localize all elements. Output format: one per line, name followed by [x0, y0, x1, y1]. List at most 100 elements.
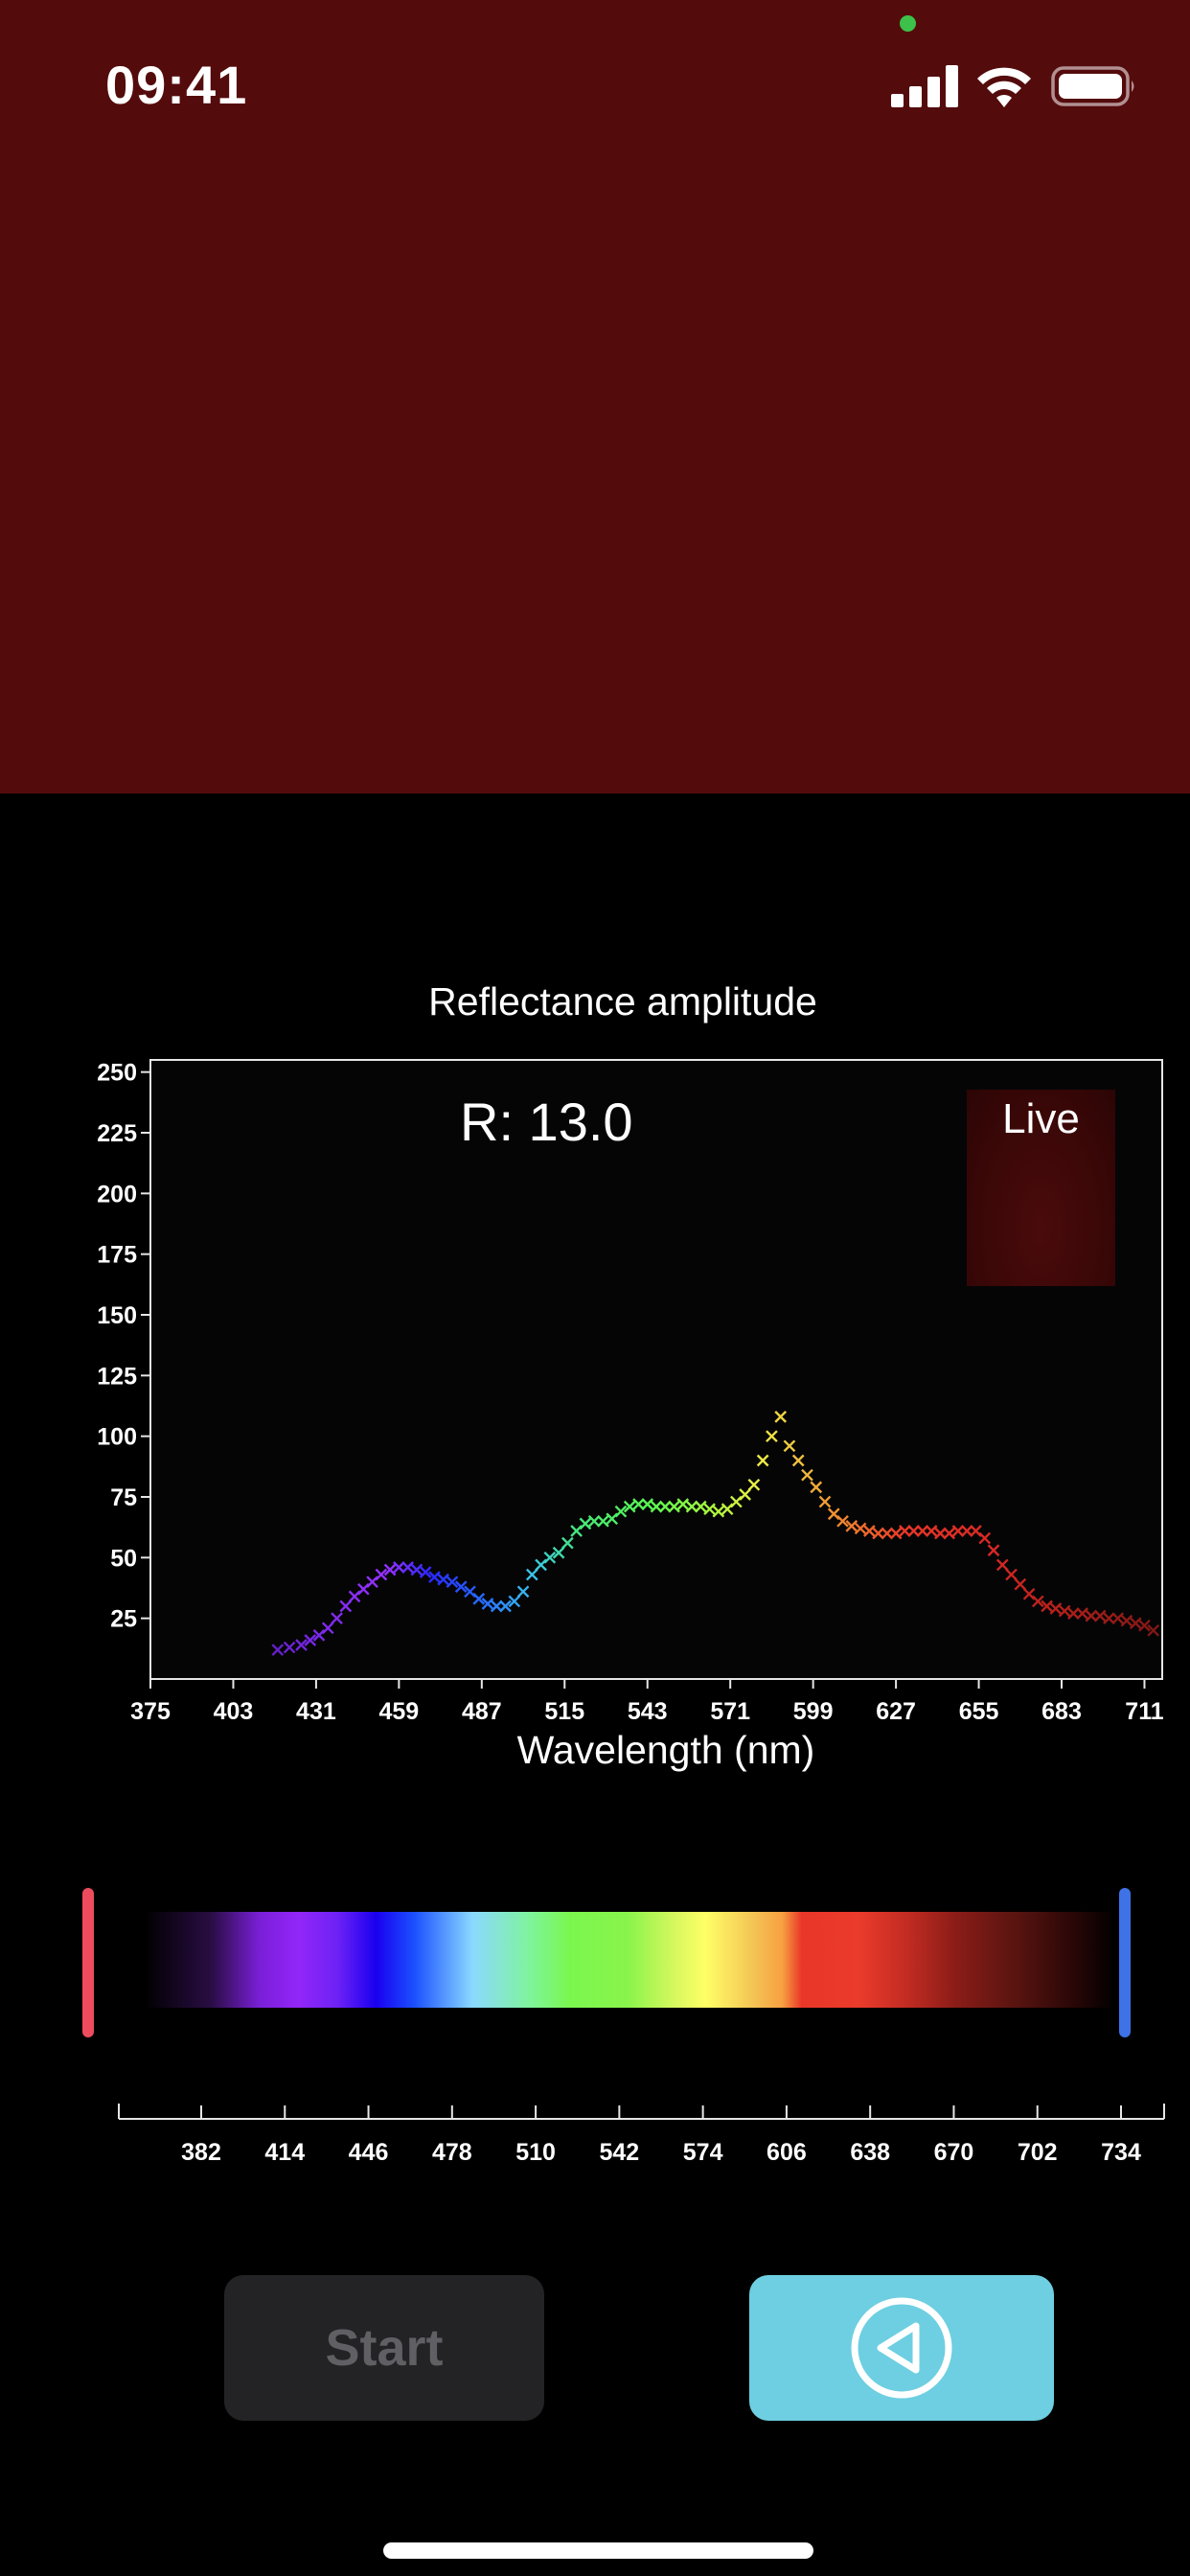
data-point — [1111, 1612, 1125, 1625]
data-point — [783, 1439, 796, 1453]
range-handle-left[interactable] — [82, 1888, 94, 2037]
data-point — [339, 1599, 353, 1613]
y-tick-label: 75 — [110, 1484, 137, 1511]
data-point — [747, 1478, 761, 1491]
data-point — [304, 1634, 317, 1646]
data-point — [481, 1598, 494, 1610]
data-point — [525, 1568, 538, 1581]
x-tick-label: 599 — [793, 1698, 834, 1725]
data-point — [587, 1514, 601, 1528]
data-point — [1076, 1607, 1088, 1620]
wifi-icon — [977, 67, 1031, 107]
data-point — [1058, 1604, 1071, 1618]
data-point — [552, 1546, 565, 1559]
play-back-icon — [851, 2297, 952, 2399]
x-tick-label: 683 — [1041, 1698, 1082, 1725]
data-point — [437, 1573, 450, 1586]
data-point — [1049, 1602, 1063, 1615]
data-point — [995, 1558, 1009, 1572]
live-label: Live — [1002, 1095, 1080, 1142]
ruler-tick-label: 638 — [850, 2139, 890, 2166]
start-button[interactable]: Start — [224, 2275, 544, 2421]
data-point — [676, 1498, 690, 1510]
data-point — [508, 1595, 521, 1608]
data-point — [658, 1500, 672, 1513]
data-point — [1005, 1568, 1018, 1581]
data-point — [331, 1612, 343, 1625]
y-tick-label: 175 — [97, 1242, 137, 1269]
data-point — [375, 1568, 388, 1581]
data-point — [766, 1430, 778, 1443]
range-handle-right[interactable] — [1119, 1888, 1131, 2037]
data-point — [1138, 1619, 1151, 1632]
data-point — [1093, 1609, 1107, 1622]
y-tick-label: 25 — [110, 1606, 137, 1633]
data-point — [490, 1599, 503, 1613]
ruler-tick-label: 702 — [1018, 2139, 1058, 2166]
data-point — [271, 1644, 285, 1656]
data-point — [960, 1525, 973, 1537]
data-point — [951, 1525, 965, 1537]
r-value-readout: R: 13.0 — [460, 1092, 633, 1152]
data-point — [899, 1525, 911, 1537]
data-point — [1067, 1607, 1080, 1620]
data-point — [854, 1522, 867, 1535]
y-tick-label: 125 — [97, 1363, 137, 1390]
home-indicator — [383, 2542, 813, 2559]
data-point — [739, 1488, 751, 1501]
data-point — [916, 1525, 929, 1537]
y-tick-label: 200 — [97, 1181, 137, 1208]
ruler-tick-label: 670 — [934, 2139, 974, 2166]
x-tick-label: 515 — [544, 1698, 584, 1725]
data-point — [818, 1495, 832, 1508]
back-button[interactable] — [749, 2275, 1054, 2421]
data-point — [881, 1527, 894, 1540]
chart-points — [271, 1411, 1160, 1656]
chart-title: Reflectance amplitude — [428, 979, 817, 1024]
data-point — [694, 1500, 707, 1513]
data-point — [978, 1531, 992, 1545]
data-point — [810, 1481, 823, 1494]
data-point — [1031, 1595, 1044, 1608]
data-point — [774, 1411, 788, 1423]
data-point — [614, 1505, 628, 1518]
data-point — [410, 1563, 423, 1576]
data-point — [321, 1622, 334, 1635]
data-point — [712, 1505, 725, 1518]
ruler-tick-label: 734 — [1101, 2139, 1141, 2166]
data-point — [1120, 1614, 1133, 1627]
data-point — [791, 1454, 805, 1467]
battery-icon — [1051, 66, 1134, 106]
camera-preview — [0, 0, 1190, 794]
data-point — [987, 1544, 1000, 1557]
data-point — [1085, 1609, 1098, 1622]
data-point — [446, 1576, 459, 1589]
y-tick-label: 250 — [97, 1060, 137, 1087]
y-tick-label: 225 — [97, 1120, 137, 1147]
data-point — [836, 1514, 849, 1528]
data-point — [1014, 1577, 1027, 1591]
data-point — [1129, 1617, 1142, 1630]
data-point — [543, 1551, 557, 1564]
data-point — [907, 1525, 920, 1537]
data-point — [283, 1641, 296, 1654]
data-point — [845, 1520, 858, 1532]
data-point — [641, 1498, 654, 1510]
x-axis-label: Wavelength (nm) — [516, 1728, 815, 1772]
data-point — [756, 1454, 769, 1467]
data-point — [872, 1527, 884, 1540]
ruler-tick-label: 574 — [683, 2139, 723, 2166]
y-tick-label: 100 — [97, 1424, 137, 1451]
x-tick-label: 655 — [959, 1698, 999, 1725]
data-point — [685, 1500, 698, 1513]
wavelength-ruler: 382 414 446 478 510 542 574 606 638 670 702 734 — [118, 2104, 1165, 2166]
ruler-tick-label: 542 — [600, 2139, 640, 2166]
data-point — [623, 1500, 636, 1513]
x-tick-label: 459 — [379, 1698, 420, 1725]
data-point — [419, 1566, 432, 1578]
camera-indicator-dot — [900, 15, 916, 32]
data-point — [1103, 1612, 1115, 1625]
x-tick-label: 431 — [296, 1698, 336, 1725]
data-point — [1147, 1623, 1160, 1637]
y-tick-label: 50 — [110, 1545, 137, 1572]
